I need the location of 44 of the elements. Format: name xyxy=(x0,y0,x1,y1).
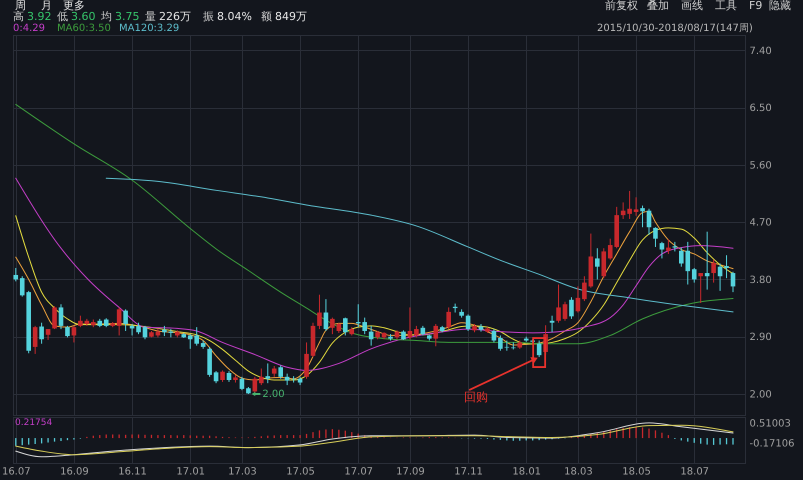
x-tick-label: 18.01 xyxy=(512,466,542,478)
text: 周 xyxy=(15,0,26,12)
text: 工具 xyxy=(715,0,737,12)
text: 振 8.04% xyxy=(203,10,252,23)
annotation: 回购 xyxy=(464,390,488,404)
x-tick-label: 17.07 xyxy=(344,466,374,478)
text: 均 3.75 xyxy=(100,10,140,23)
y-tick-label: 2.00 xyxy=(750,389,772,400)
x-tick-label: 18.03 xyxy=(564,466,593,478)
y-tick-label: 7.40 xyxy=(750,46,772,57)
x-tick-label: 17.09 xyxy=(396,466,425,478)
x-tick-label: 17.01 xyxy=(176,466,206,478)
text: 量 226万 xyxy=(145,10,191,23)
y-tick-label: 4.70 xyxy=(750,218,772,229)
x-tick-label: 17.11 xyxy=(454,466,483,478)
text: 前复权 xyxy=(605,0,638,12)
x-tick-label: 16.09 xyxy=(60,466,89,478)
text: F9 xyxy=(749,0,762,12)
text: 月 xyxy=(41,0,52,12)
y-tick-label: 6.50 xyxy=(750,103,772,114)
text: 0:4.29 xyxy=(13,23,45,34)
annotation: 0.21754 xyxy=(15,418,52,428)
x-tick-label: 18.05 xyxy=(622,466,651,478)
text: 叠加 xyxy=(647,0,669,12)
y-tick-label: 0.51003 xyxy=(750,418,791,430)
x-tick-label: 17.03 xyxy=(228,466,257,478)
text: 2015/10/30-2018/08/17(147周) xyxy=(597,23,753,34)
annotation: 2.00 xyxy=(262,388,285,400)
text: 额 849万 xyxy=(261,10,307,23)
text: 高 3.92 xyxy=(13,10,52,23)
text: 画线 xyxy=(681,0,703,12)
text: 更多 xyxy=(63,0,85,12)
x-tick-label: 18.07 xyxy=(680,466,710,478)
text: 隐藏 xyxy=(769,0,791,12)
y-tick-label: 2.90 xyxy=(750,332,772,344)
x-tick-label: 16.07 xyxy=(2,466,31,478)
y-tick-label: 3.80 xyxy=(750,274,772,286)
x-tick-label: 16.11 xyxy=(118,466,147,478)
y-tick-label: -0.17106 xyxy=(750,438,794,450)
text: MA60:3.50 xyxy=(57,23,111,34)
y-tick-label: 5.60 xyxy=(750,160,772,172)
x-tick-label: 17.05 xyxy=(286,466,315,478)
text: 低 3.60 xyxy=(57,10,96,23)
text: MA120:3.29 xyxy=(119,23,180,34)
